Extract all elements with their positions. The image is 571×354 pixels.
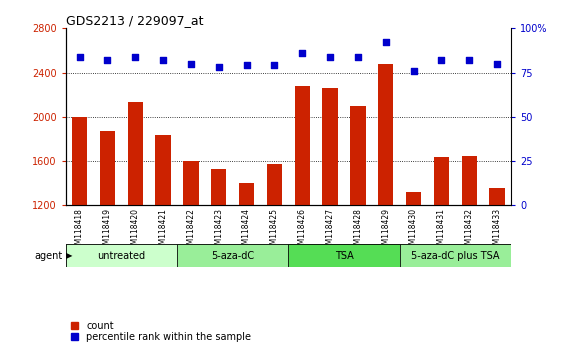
Bar <box>177 244 288 267</box>
Bar <box>183 161 199 205</box>
Point <box>75 54 84 59</box>
Point <box>353 54 363 59</box>
Bar <box>100 131 115 205</box>
Bar <box>350 106 365 205</box>
Point <box>381 40 391 45</box>
Bar <box>66 244 177 267</box>
Legend: count, percentile rank within the sample: count, percentile rank within the sample <box>71 321 251 342</box>
Bar <box>267 164 282 205</box>
Point <box>103 57 112 63</box>
Bar <box>461 155 477 205</box>
Point <box>297 50 307 56</box>
Point <box>437 57 446 63</box>
Bar <box>434 156 449 205</box>
Bar <box>239 183 254 205</box>
Point <box>409 68 418 74</box>
Bar <box>127 102 143 205</box>
Bar <box>406 192 421 205</box>
Text: ▶: ▶ <box>66 251 73 260</box>
Bar <box>489 188 505 205</box>
Point <box>325 54 335 59</box>
Bar <box>323 88 338 205</box>
Bar <box>155 135 171 205</box>
Bar <box>400 244 511 267</box>
Text: untreated: untreated <box>97 251 146 261</box>
Point <box>186 61 195 67</box>
Point <box>131 54 140 59</box>
Text: 5-aza-dC plus TSA: 5-aza-dC plus TSA <box>411 251 500 261</box>
Text: GDS2213 / 229097_at: GDS2213 / 229097_at <box>66 14 203 27</box>
Bar <box>378 64 393 205</box>
Bar <box>211 169 227 205</box>
Text: agent: agent <box>35 251 63 261</box>
Point <box>214 64 223 70</box>
Bar <box>72 117 87 205</box>
Point <box>242 63 251 68</box>
Bar <box>288 244 400 267</box>
Point <box>465 57 474 63</box>
Text: TSA: TSA <box>335 251 353 261</box>
Point <box>159 57 168 63</box>
Text: 5-aza-dC: 5-aza-dC <box>211 251 254 261</box>
Bar <box>295 86 310 205</box>
Point <box>493 61 502 67</box>
Point <box>270 63 279 68</box>
